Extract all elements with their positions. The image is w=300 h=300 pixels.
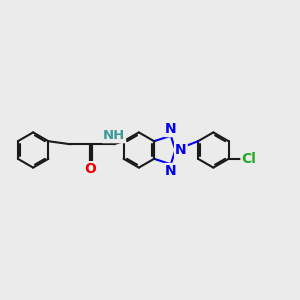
Text: Cl: Cl: [242, 152, 256, 166]
Text: N: N: [165, 122, 177, 136]
Text: NH: NH: [103, 129, 125, 142]
Text: N: N: [165, 164, 177, 178]
Text: O: O: [84, 162, 96, 176]
Text: N: N: [175, 143, 187, 157]
